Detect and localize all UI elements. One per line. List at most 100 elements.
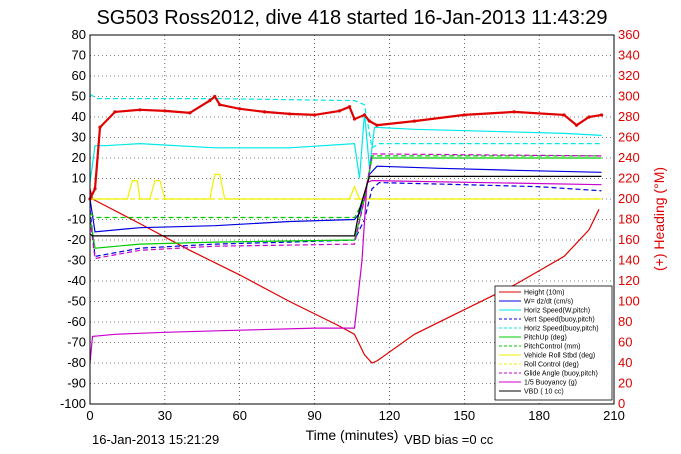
y-right-axis-label: (+) Heading (°M)	[651, 167, 667, 271]
y-right-tick-label: 280	[618, 109, 640, 124]
x-tick-label: 0	[86, 408, 93, 423]
x-axis-label: Time (minutes)	[306, 427, 399, 443]
series-line-height-10m	[89, 188, 600, 364]
y-tick-label: -90	[67, 376, 86, 391]
y-tick-label: 60	[72, 68, 86, 83]
y-tick-label: 0	[79, 191, 86, 206]
heading-point	[574, 123, 579, 127]
chart-title: SG503 Ross2012, dive 418 started 16-Jan-…	[96, 7, 607, 29]
legend-label: W= dz/dt (cm/s)	[524, 299, 573, 306]
heading-point	[587, 115, 591, 119]
y-tick-label: 40	[72, 109, 86, 124]
y-tick-label: -20	[67, 232, 86, 247]
x-tick-label: 60	[232, 408, 246, 423]
y-tick-label: -60	[67, 314, 86, 329]
y-right-tick-label: 120	[618, 273, 640, 288]
legend-label: Glide Angle (buoy,pitch)	[524, 371, 598, 378]
y-right-tick-label: 260	[618, 130, 640, 145]
heading-point	[375, 123, 379, 127]
x-tick-label: 150	[453, 408, 475, 423]
heading-point	[312, 113, 317, 117]
x-tick-label: 120	[379, 408, 401, 423]
y-right-tick-labels: 0 20 40 60 80 100 120 140 160 180 200 220 240 260 280 3…	[618, 27, 640, 411]
legend: Height (10m) W= dz/dt (cm/s) Horiz Speed(W…	[494, 285, 613, 401]
legend-label: Horiz Speed(W,pitch)	[524, 308, 590, 315]
heading-point	[263, 110, 267, 114]
y-right-tick-label: 20	[618, 376, 632, 391]
y-right-tick-label: 160	[618, 232, 640, 247]
y-right-tick-label: 220	[618, 171, 640, 186]
series-line-vbd-10-cc	[89, 175, 602, 237]
legend-label: Horiz Speed(buoy,pitch)	[524, 326, 599, 333]
heading-point	[512, 110, 516, 114]
x-tick-label: 180	[528, 408, 550, 423]
x-tick-label: 30	[158, 408, 172, 423]
heading-point	[347, 105, 352, 109]
y-tick-label: -40	[67, 273, 86, 288]
y-right-tick-label: 180	[618, 212, 640, 227]
y-right-tick-label: 340	[618, 48, 640, 63]
series-line-w-dz-dt-cm-s	[89, 165, 602, 233]
heading-point	[188, 111, 192, 115]
legend-label: PitchControl (mm)	[524, 344, 580, 351]
legend-label: Vehicle Roll Stbd (deg)	[524, 353, 595, 360]
y-tick-label: -30	[67, 253, 86, 268]
y-right-tick-label: 60	[618, 335, 632, 350]
y-tick-label: 10	[72, 171, 86, 186]
heading-point	[93, 187, 97, 191]
y-tick-label: -80	[67, 355, 86, 370]
y-tick-label: -50	[67, 294, 86, 309]
y-right-tick-label: 0	[618, 396, 625, 411]
y-tick-label: 80	[72, 27, 86, 42]
y-tick-label: 20	[72, 150, 86, 165]
y-tick-label: -10	[67, 212, 86, 227]
series-line-vehicle-roll-stbd-deg	[90, 173, 602, 200]
x-tick-labels: 0 30 60 90 120 150 180 210	[86, 408, 624, 423]
heading-point	[218, 103, 222, 107]
heading-point	[213, 94, 217, 99]
series-line-1-5-buoyancy-g	[89, 179, 602, 364]
y-tick-label: -100	[60, 396, 86, 411]
heading-point	[208, 99, 212, 103]
x-tick-label: 210	[603, 408, 625, 423]
legend-label: PitchUp (deg)	[524, 335, 567, 342]
heading-point	[113, 110, 117, 114]
heading-point	[238, 107, 242, 111]
y-right-tick-label: 40	[618, 355, 632, 370]
heading-point	[412, 119, 416, 123]
heading-point	[138, 108, 142, 112]
y-right-tick-label: 240	[618, 150, 640, 165]
plot-frame	[89, 34, 615, 405]
y-right-tick-label: 200	[618, 191, 640, 206]
heading-point	[462, 113, 466, 117]
legend-label: 1/5 Buoyancy (g)	[524, 380, 577, 387]
heading-point	[562, 113, 566, 117]
y-right-tick-label: 100	[618, 294, 640, 309]
y-tick-label: 50	[72, 89, 86, 104]
legend-label: Roll Control (deg)	[524, 362, 579, 369]
y-tick-label: 70	[72, 48, 86, 63]
heading-point	[599, 113, 604, 117]
heading-point	[362, 113, 367, 117]
series-line-pitchup-deg	[89, 157, 602, 249]
series-line-horiz-speed-w-pitch	[89, 112, 602, 183]
heading-point	[163, 109, 167, 113]
y-right-tick-label: 140	[618, 253, 640, 268]
heading-point	[98, 125, 102, 129]
y-right-tick-label: 300	[618, 89, 640, 104]
series-layer	[88, 93, 604, 364]
legend-label: VBD ( 10 cc)	[524, 389, 564, 396]
y-right-tick-label: 80	[618, 314, 632, 329]
heading-point	[337, 109, 342, 113]
legend-label: Vert Speed(buoy,pitch)	[524, 317, 595, 324]
y-right-tick-label: 320	[618, 68, 640, 83]
footer-timestamp: 16-Jan-2013 15:21:29	[92, 432, 219, 447]
x-tick-label: 90	[307, 408, 321, 423]
series-line-pitchcontrol-mm	[89, 155, 602, 219]
y-tick-label: -70	[67, 335, 86, 350]
y-right-tick-label: 360	[618, 27, 640, 42]
heading-point	[288, 112, 292, 116]
heading-point	[367, 119, 372, 123]
y-tick-labels: -100-90-80-70-60-50-40-30-20-10010203040…	[60, 27, 86, 411]
